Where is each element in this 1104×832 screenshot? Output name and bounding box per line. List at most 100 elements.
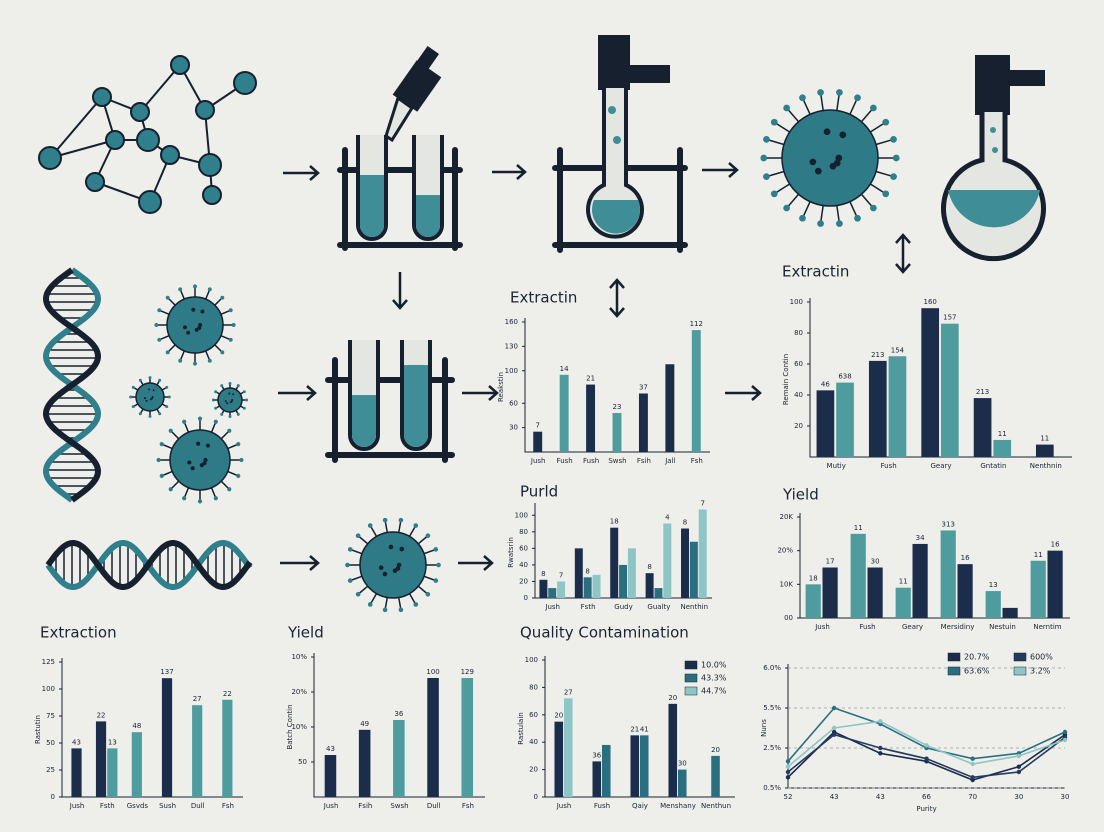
line-point xyxy=(924,756,929,761)
x-tick-label: Gualty xyxy=(647,603,670,611)
x-tick-label: Mersidiny xyxy=(941,623,975,631)
bar-label: 22 xyxy=(97,711,106,719)
spike-tip xyxy=(228,337,233,342)
x-tick-label: Gntatin xyxy=(980,462,1006,470)
bar-label: 21 xyxy=(586,375,595,383)
spike-tip xyxy=(220,350,225,355)
atom xyxy=(170,55,190,75)
virus-dot xyxy=(392,568,398,574)
virus-body xyxy=(169,429,231,491)
line-point xyxy=(1016,764,1022,769)
atom xyxy=(202,185,222,205)
legend-label: 10.0% xyxy=(701,661,727,670)
spike xyxy=(227,470,238,477)
x-tick-label: Nestuin xyxy=(989,623,1016,631)
spike-tip xyxy=(158,378,162,382)
y-tick-label: 60 xyxy=(519,544,528,552)
spike xyxy=(786,193,800,208)
bar-label: 100 xyxy=(426,668,439,676)
x-tick-label: Nerntim xyxy=(1033,623,1061,631)
bar xyxy=(612,413,622,452)
spike xyxy=(423,549,436,555)
spike-tip xyxy=(817,220,824,227)
y-tick-label: 40 xyxy=(794,391,803,399)
spike xyxy=(875,170,893,177)
spike-tip xyxy=(760,154,768,162)
bar xyxy=(836,382,854,457)
bond xyxy=(49,96,103,159)
virus-dot xyxy=(190,466,195,471)
bar-label: 37 xyxy=(639,384,648,392)
spike-tip xyxy=(138,378,142,382)
spike-tip xyxy=(168,428,173,433)
bar xyxy=(602,744,611,797)
y-tick-label: 40 xyxy=(519,561,528,569)
spike xyxy=(869,183,885,194)
bar-label: 41 xyxy=(640,725,649,733)
bar-label: 48 xyxy=(132,722,141,730)
spike-tip xyxy=(197,499,203,504)
spike xyxy=(820,205,824,223)
x-tick-label: Nenthun xyxy=(701,802,731,810)
spike-tip xyxy=(197,416,203,421)
bar-label: 160 xyxy=(924,298,937,306)
x-tick-label: Geary xyxy=(902,623,923,631)
bar xyxy=(941,323,959,457)
bar xyxy=(539,579,548,598)
legend-label: 43.3% xyxy=(701,674,727,683)
bar-label: 36 xyxy=(394,710,403,718)
x-tick-label: Jush xyxy=(69,802,85,810)
x-tick-label: Fush xyxy=(859,623,875,631)
bar-label: 36 xyxy=(592,751,601,759)
y-tick-label: 60 xyxy=(794,360,803,368)
virus-dot xyxy=(823,128,831,136)
spike-tip xyxy=(382,607,388,613)
virus-dot xyxy=(839,131,847,139)
x-tick-label: Jush xyxy=(544,603,560,611)
virus-dot xyxy=(199,463,204,468)
flask-stand xyxy=(552,35,688,253)
spike xyxy=(417,585,428,595)
virus-dot xyxy=(186,330,191,335)
virus-body xyxy=(135,382,165,412)
line-point xyxy=(831,732,837,737)
line-point xyxy=(924,743,929,748)
y-tick-label: 100 xyxy=(515,511,528,519)
bar xyxy=(630,735,640,797)
spike xyxy=(836,205,840,223)
virus-dot xyxy=(378,565,384,571)
y-tick-label: 80 xyxy=(794,329,803,337)
spike xyxy=(786,108,800,123)
virus-dot xyxy=(205,443,211,448)
y-tick-label: 100 xyxy=(525,656,538,664)
bar xyxy=(592,761,602,797)
y-tick-label: 0.5% xyxy=(763,784,781,792)
virus-dot xyxy=(228,392,231,395)
y-tick-label: 0 xyxy=(51,793,55,801)
bar xyxy=(192,705,203,797)
spike xyxy=(802,98,811,115)
spike-tip xyxy=(220,384,224,388)
spike-tip xyxy=(228,381,232,385)
bar-label: 13 xyxy=(989,581,998,589)
bar xyxy=(358,729,371,797)
spike-tip xyxy=(836,89,843,96)
spike xyxy=(159,335,170,341)
bar-label: 11 xyxy=(899,578,908,586)
y-axis-label: Batch Contin xyxy=(286,704,294,749)
bar xyxy=(940,530,956,618)
virus-dot xyxy=(388,544,394,550)
line-point xyxy=(785,764,791,769)
bar-label: 129 xyxy=(461,668,474,676)
spike xyxy=(384,597,389,610)
bar-label: 7 xyxy=(559,571,563,579)
x-tick-label: Menshany xyxy=(660,802,696,810)
bar-label: 8 xyxy=(585,567,589,575)
line-point xyxy=(831,705,837,711)
x-tick-label: Fush xyxy=(557,457,573,465)
y-tick-label: 50 xyxy=(46,739,55,747)
spike xyxy=(183,487,190,498)
spike xyxy=(167,297,176,306)
x-tick-label: Sush xyxy=(159,802,176,810)
